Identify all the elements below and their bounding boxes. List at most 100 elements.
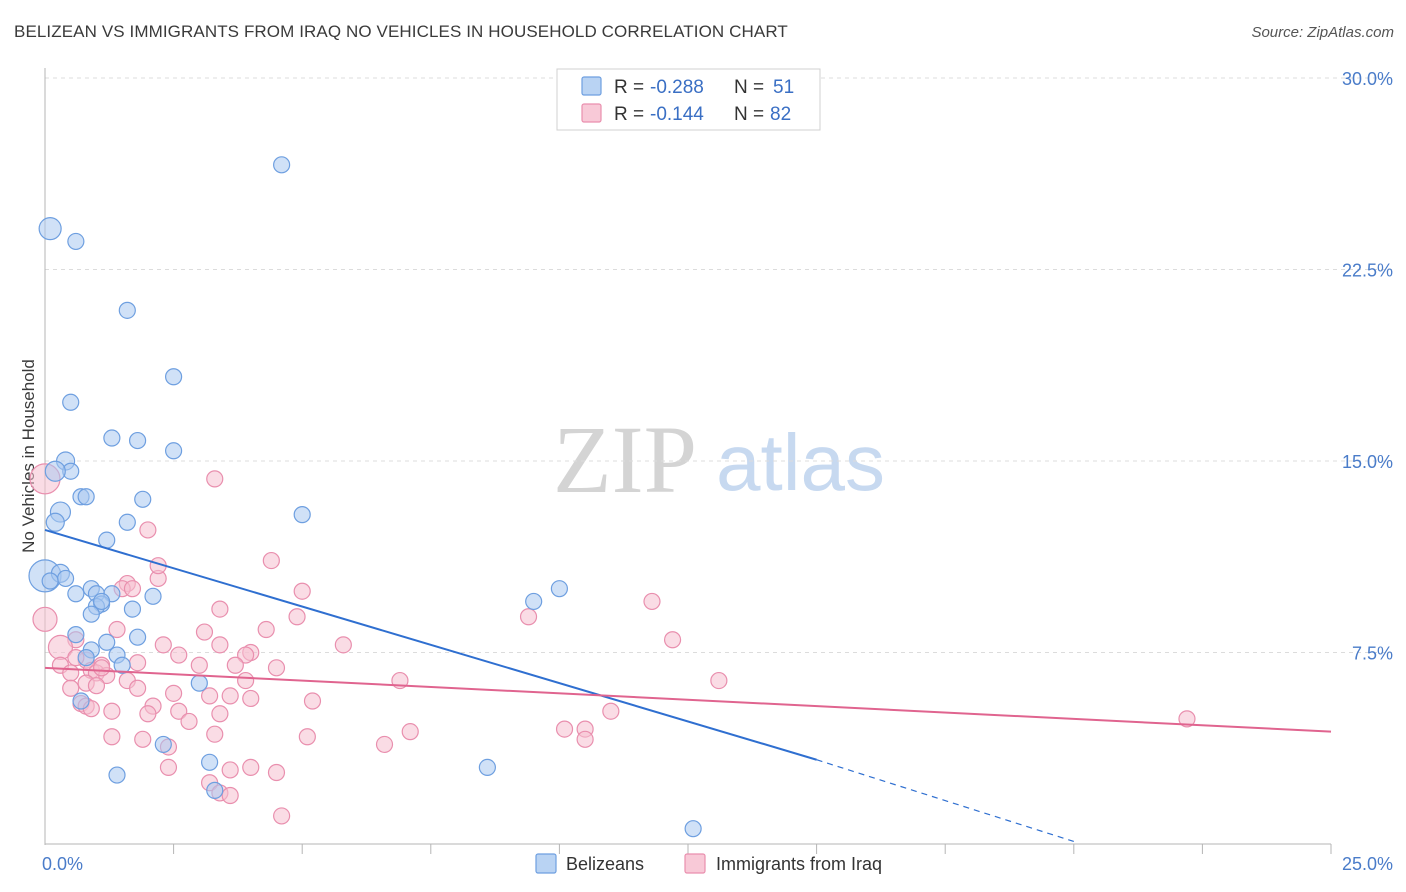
gridlines <box>45 77 1392 653</box>
x-axis-ticks <box>173 844 1332 854</box>
iraq-point <box>303 692 322 710</box>
iraq-point <box>663 631 682 649</box>
iraq-point <box>134 730 152 748</box>
belizean-point <box>113 656 131 674</box>
belizean-point <box>67 585 85 603</box>
iraq-point <box>108 620 126 639</box>
iraq-point <box>257 620 275 639</box>
belizean-point <box>103 429 121 447</box>
belizean-point <box>684 820 702 838</box>
iraq-point <box>170 702 188 720</box>
iraq-point <box>242 689 260 708</box>
legend-r-label-1: R = <box>614 77 644 98</box>
legend-r-value-2: -0.144 <box>650 104 704 125</box>
belizean-point <box>67 232 85 251</box>
belizean-point <box>134 490 152 508</box>
belizean-point <box>82 605 100 623</box>
belizean-point <box>144 587 162 605</box>
iraq-point <box>1178 710 1196 728</box>
belizean-point <box>206 781 224 799</box>
iraq-point <box>159 758 178 777</box>
iraq-point <box>576 730 594 748</box>
iraq-point <box>206 470 224 488</box>
belizean-point <box>98 633 116 651</box>
iraq-point <box>87 677 106 695</box>
belizean-point <box>154 735 172 754</box>
iraq-point <box>170 646 188 664</box>
belizean-point <box>44 460 66 482</box>
belizean-point <box>478 758 496 777</box>
belizean-point <box>77 488 95 506</box>
belizean-point <box>293 506 311 524</box>
belizean-point <box>38 217 62 241</box>
iraq-point <box>92 659 111 677</box>
iraq-point <box>237 646 255 664</box>
legend-swatch-pink <box>581 103 602 123</box>
iraq-point <box>32 606 58 632</box>
belizean-trend-extension <box>816 759 1074 843</box>
belizean-point <box>273 156 291 174</box>
belizean-point <box>56 569 75 588</box>
iraq-point <box>226 656 244 674</box>
iraq-point <box>334 636 352 654</box>
belizean-points <box>28 156 702 838</box>
belizean-point <box>45 512 65 532</box>
iraq-point <box>154 636 172 654</box>
iraq-point <box>555 720 574 738</box>
belizean-point <box>128 628 147 646</box>
legend-n-label-1: N = <box>734 77 764 98</box>
belizean-point <box>550 580 569 598</box>
belizean-point <box>92 592 111 611</box>
iraq-point <box>62 679 80 697</box>
iraq-point <box>139 521 157 539</box>
iraq-point <box>298 728 316 746</box>
legend-n-label-2: N = <box>734 104 764 125</box>
iraq-point <box>293 582 311 600</box>
iraq-point <box>237 671 255 690</box>
iraq-point <box>128 654 147 672</box>
iraq-point <box>165 684 183 702</box>
iraq-point <box>190 656 208 674</box>
iraq-point <box>262 551 280 570</box>
iraq-point <box>62 664 80 682</box>
iraq-point <box>139 705 157 723</box>
iraq-point <box>123 580 142 598</box>
iraq-point <box>602 702 620 720</box>
bottom-legend-label-pink: Immigrants from Iraq <box>716 854 882 874</box>
belizean-point <box>165 442 183 460</box>
legend-box: R = -0.288 N = 51 R = -0.144 N = 82 <box>556 68 821 131</box>
legend-n-value-2: 82 <box>770 104 791 125</box>
iraq-point <box>211 600 229 618</box>
belizean-point <box>123 600 142 618</box>
legend-swatch-blue <box>581 76 602 96</box>
iraq-point <box>519 608 538 626</box>
iraq-point <box>201 687 219 705</box>
bottom-legend: Belizeans Immigrants from Iraq <box>535 853 882 874</box>
x-tick-label-min: 0.0% <box>42 854 83 874</box>
legend-n-value-1: 51 <box>773 77 794 98</box>
iraq-point <box>710 671 728 690</box>
belizean-point <box>41 572 59 590</box>
belizean-point <box>72 692 90 710</box>
iraq-point <box>128 679 147 697</box>
iraq-point <box>242 758 260 777</box>
iraq-point <box>211 705 229 723</box>
iraq-point <box>221 687 239 705</box>
belizean-point <box>118 513 136 531</box>
legend-r-value-1: -0.288 <box>650 77 704 98</box>
bottom-legend-swatch-pink <box>684 853 706 874</box>
iraq-point <box>267 763 286 782</box>
watermark-atlas: atlas <box>716 418 885 507</box>
y-tick-label: 22.5% <box>1342 261 1393 281</box>
iraq-point <box>103 728 121 746</box>
x-tick-label-max: 25.0% <box>1342 854 1393 874</box>
y-tick-label: 7.5% <box>1352 644 1393 664</box>
iraq-trend-line <box>44 666 1332 733</box>
y-tick-label: 15.0% <box>1342 452 1393 472</box>
y-tick-label: 30.0% <box>1342 69 1393 89</box>
iraq-point <box>267 659 286 677</box>
iraq-point <box>375 735 394 754</box>
iraq-point <box>180 712 198 731</box>
belizean-point <box>77 649 95 667</box>
belizean-point <box>525 592 543 611</box>
